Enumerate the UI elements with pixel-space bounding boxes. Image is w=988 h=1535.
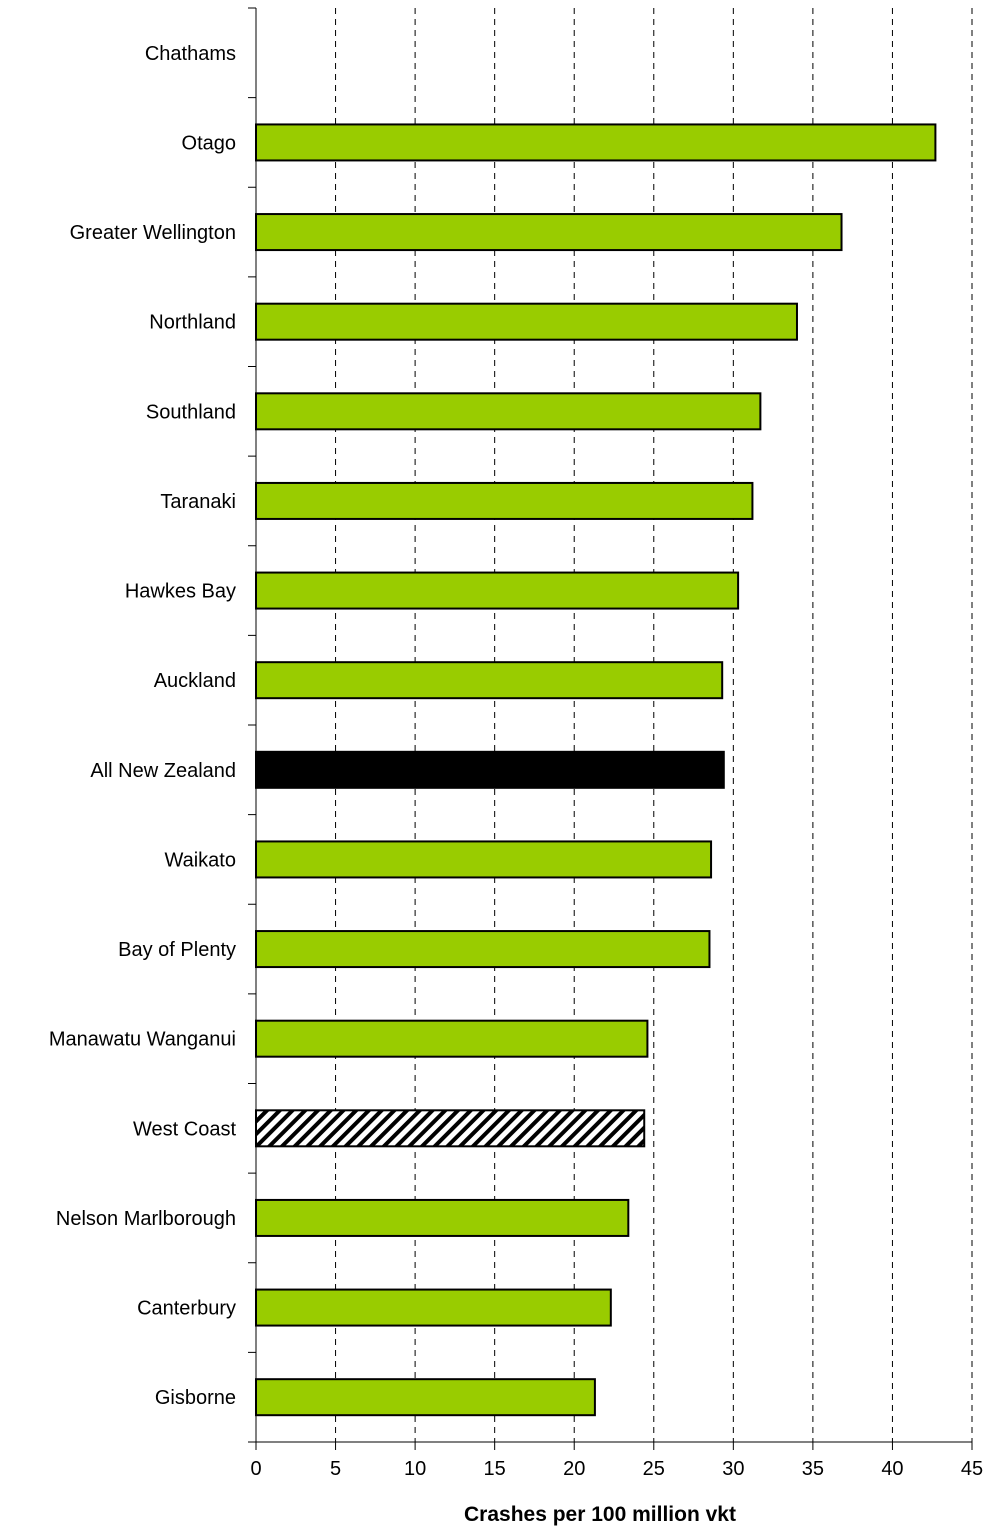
category-label-hawkes-bay: Hawkes Bay [125, 581, 236, 603]
category-label-auckland: Auckland [154, 670, 236, 692]
category-label-nelson-marlborough: Nelson Marlborough [56, 1208, 236, 1230]
category-label-waikato: Waikato [164, 849, 236, 871]
x-tick-label-0: 0 [250, 1458, 261, 1480]
bar-gisborne [255, 1378, 596, 1417]
bar-hawkes-bay [255, 571, 740, 610]
bar-canterbury [255, 1288, 612, 1327]
x-tick-label-10: 10 [404, 1458, 426, 1480]
bars [255, 123, 937, 1417]
x-tick-label-25: 25 [643, 1458, 665, 1480]
category-label-bay-of-plenty: Bay of Plenty [118, 939, 236, 961]
category-label-northland: Northland [149, 312, 236, 334]
x-tick-label-30: 30 [722, 1458, 744, 1480]
bar-southland [255, 392, 762, 431]
bar-manawatu-wanganui [255, 1019, 649, 1058]
category-label-southland: Southland [146, 401, 236, 423]
bar-nelson-marlborough [255, 1198, 630, 1237]
category-label-greater-wellington: Greater Wellington [70, 222, 236, 244]
category-label-gisborne: Gisborne [155, 1387, 236, 1409]
bar-greater-wellington [255, 213, 843, 252]
labels: Chathams Otago Greater Wellington Northland… [49, 43, 983, 1480]
category-label-otago: Otago [182, 132, 236, 154]
x-tick-label-15: 15 [484, 1458, 506, 1480]
category-label-manawatu-wanganui: Manawatu Wanganui [49, 1029, 236, 1051]
bar-waikato [255, 840, 713, 879]
x-tick-label-20: 20 [563, 1458, 585, 1480]
bar-all-new-zealand [255, 750, 725, 789]
bar-auckland [255, 661, 724, 700]
category-label-canterbury: Canterbury [137, 1298, 236, 1320]
category-label-all-new-zealand: All New Zealand [90, 760, 236, 782]
category-label-chathams: Chathams [145, 43, 236, 65]
category-label-taranaki: Taranaki [160, 491, 236, 513]
bar-taranaki [255, 481, 754, 520]
grid-lines [335, 8, 973, 1442]
axes [248, 7, 973, 1450]
x-tick-label-45: 45 [961, 1458, 983, 1480]
bar-northland [255, 302, 798, 341]
x-tick-label-35: 35 [802, 1458, 824, 1480]
x-axis-title: Crashes per 100 million vkt [464, 1503, 736, 1526]
x-tick-label-5: 5 [330, 1458, 341, 1480]
bar-bay-of-plenty [255, 930, 711, 969]
bar-west-coast [255, 1109, 646, 1148]
x-tick-label-40: 40 [881, 1458, 903, 1480]
category-label-west-coast: West Coast [133, 1118, 236, 1140]
bar-otago [255, 123, 937, 162]
